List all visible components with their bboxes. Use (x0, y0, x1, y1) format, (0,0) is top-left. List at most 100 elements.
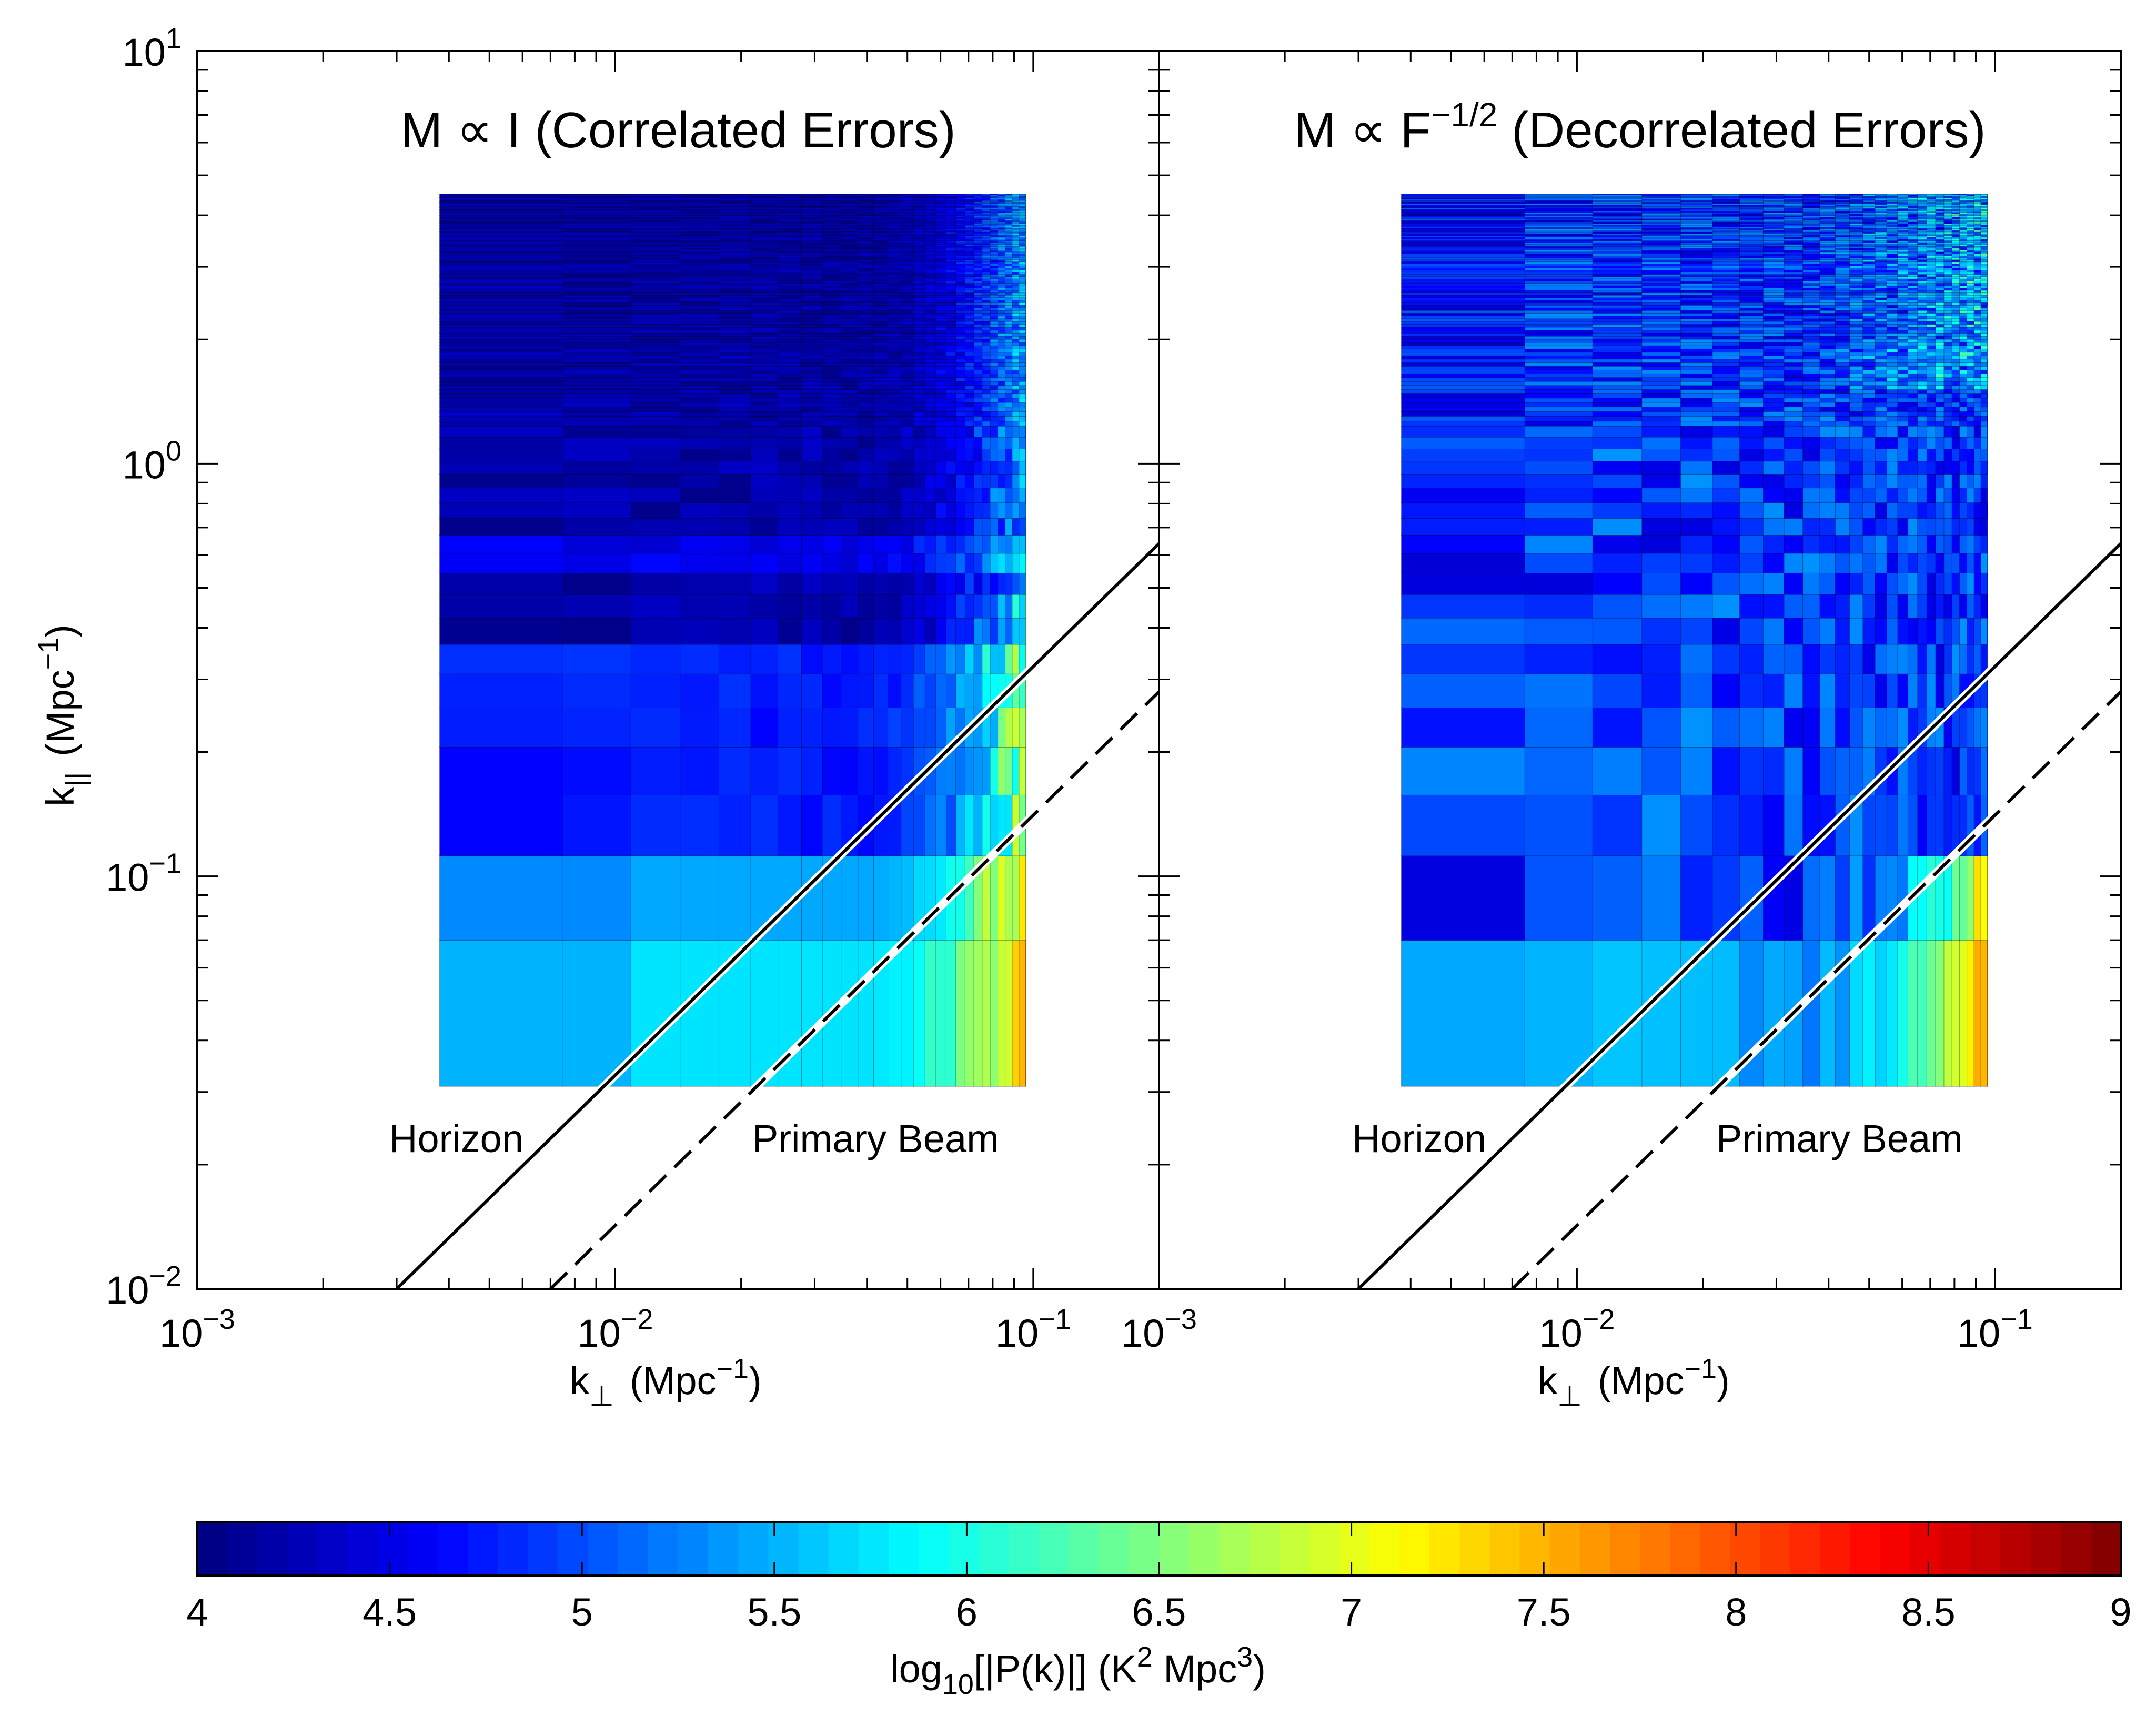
heatmap-cell (873, 572, 889, 595)
heatmap-cell (1849, 460, 1863, 475)
heatmap-cell (750, 746, 779, 795)
heatmap-cell (1401, 940, 1526, 1087)
heatmap-cell (1680, 707, 1714, 748)
heatmap-cell (858, 397, 874, 403)
heatmap-cell (913, 502, 926, 519)
heatmap-cell (778, 502, 802, 519)
heatmap-cell (630, 855, 681, 941)
heatmap-cell (778, 448, 802, 462)
heatmap-cell (562, 502, 632, 519)
heatmap-cell (778, 194, 802, 195)
heatmap-cell (1802, 940, 1821, 1087)
heatmap-cell (982, 426, 991, 438)
heatmap-cell (858, 437, 874, 450)
heatmap-cell (1762, 594, 1785, 619)
heatmap-cell (982, 437, 991, 450)
heatmap-cell (801, 362, 823, 367)
heatmap-cell (998, 362, 1006, 367)
heatmap-cell (935, 389, 947, 395)
heatmap-cell (1849, 351, 1863, 356)
heatmap-cell (998, 534, 1006, 554)
heatmap-cell (913, 534, 926, 554)
heatmap-cell (990, 426, 999, 438)
heatmap-cell (1025, 389, 1026, 395)
heatmap-cell (1712, 411, 1740, 417)
heatmap-cell (955, 644, 966, 674)
heatmap-cell (1762, 437, 1785, 450)
heatmap-cell (1401, 707, 1526, 748)
heatmap-cell (1712, 594, 1740, 619)
heatmap-cell (913, 194, 926, 195)
heatmap-cell (873, 420, 889, 427)
heatmap-cell (1012, 487, 1020, 503)
heatmap-cell (801, 518, 823, 536)
heatmap-cell (888, 426, 902, 438)
heatmap-cell (973, 362, 983, 367)
heatmap-cell (1005, 502, 1013, 519)
heatmap-cell (973, 746, 983, 795)
heatmap-cell (1401, 402, 1526, 408)
heatmap-cell (924, 377, 936, 382)
heatmap-cell (888, 389, 902, 395)
heatmap-cell (1592, 794, 1643, 856)
heatmap-cell (1401, 502, 1526, 519)
heatmap-cell (680, 673, 720, 708)
heatmap-cell (1739, 594, 1764, 619)
heatmap-cell (982, 487, 991, 503)
heatmap-cell (1005, 746, 1013, 795)
heatmap-cell (990, 397, 999, 403)
heatmap-cell (945, 502, 956, 519)
heatmap-cell (1592, 518, 1643, 536)
heatmap-cell (1592, 416, 1643, 422)
heatmap-cell (1401, 351, 1526, 356)
heatmap-cell (630, 460, 681, 475)
heatmap-cell (1641, 366, 1681, 370)
heatmap-cell (1012, 366, 1020, 370)
heatmap-cell (1524, 644, 1594, 674)
heatmap-cell (998, 411, 1006, 417)
heatmap-cell (1802, 420, 1821, 427)
heatmap-cell (873, 534, 889, 554)
heatmap-cell (858, 426, 874, 438)
heatmap-cell (1641, 373, 1681, 378)
heatmap-cell (841, 351, 859, 356)
heatmap-cell (1739, 406, 1764, 412)
heatmap-cell (990, 385, 999, 390)
heatmap-cell (439, 397, 564, 403)
heatmap-cell (858, 618, 874, 645)
heatmap-cell (1712, 402, 1740, 408)
heatmap-cell (680, 502, 720, 519)
heatmap-cell (801, 416, 823, 422)
heatmap-cell (998, 644, 1006, 674)
heatmap-cell (680, 534, 720, 554)
heatmap-cell (439, 855, 564, 941)
heatmap-cell (822, 362, 842, 367)
heatmap-cell (1819, 402, 1836, 408)
heatmap-cell (888, 572, 902, 595)
heatmap-cell (990, 194, 999, 195)
heatmap-cell (1819, 385, 1836, 390)
heatmap-cell (562, 644, 632, 674)
heatmap-cell (1524, 426, 1594, 438)
heatmap-cell (924, 855, 936, 941)
heatmap-cell (888, 194, 902, 195)
heatmap-cell (1862, 518, 1876, 536)
heatmap-cell (913, 397, 926, 403)
heatmap-cell (750, 460, 779, 475)
heatmap-cell (1712, 487, 1740, 503)
heatmap-cell (1019, 393, 1026, 399)
heatmap-cell (718, 411, 752, 417)
heatmap-cell (955, 420, 966, 427)
heatmap-cell (439, 393, 564, 399)
heatmap-cell (858, 194, 874, 195)
heatmap-cell (841, 385, 859, 390)
heatmap-cell (1005, 377, 1013, 382)
heatmap-cell (973, 393, 983, 399)
heatmap-cell (1025, 362, 1026, 367)
heatmap-cell (964, 373, 975, 378)
heatmap-cell (1762, 618, 1785, 645)
heatmap-cell (990, 437, 999, 450)
heatmap-cell (935, 194, 947, 195)
heatmap-cell (945, 534, 956, 554)
heatmap-cell (1849, 416, 1863, 422)
